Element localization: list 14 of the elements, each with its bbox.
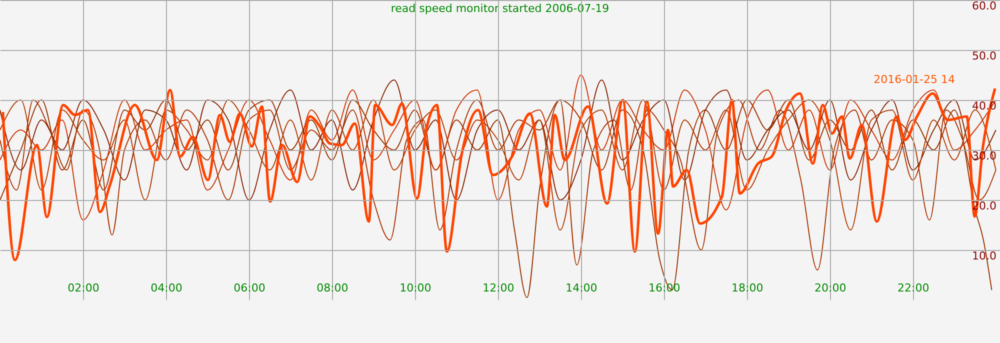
x-tick-label: 14:00 [566, 282, 598, 294]
x-tick-label: 04:00 [150, 282, 182, 294]
chart-title: read speed monitor started 2006-07-19 [390, 2, 610, 15]
x-tick-label: 12:00 [482, 282, 514, 294]
x-tick-label: 06:00 [234, 282, 266, 294]
x-tick-label: 20:00 [814, 282, 846, 294]
x-tick-label: 10:00 [400, 282, 432, 294]
annotation: 2016-01-25 14 [874, 73, 955, 86]
x-tick-label: 08:00 [316, 282, 348, 294]
y-tick-label: 60.0 [972, 0, 996, 12]
x-tick-label: 02:00 [68, 282, 100, 294]
x-tick-label: 18:00 [732, 282, 764, 294]
y-tick-label: 50.0 [972, 50, 996, 62]
x-tick-label: 22:00 [898, 282, 930, 294]
